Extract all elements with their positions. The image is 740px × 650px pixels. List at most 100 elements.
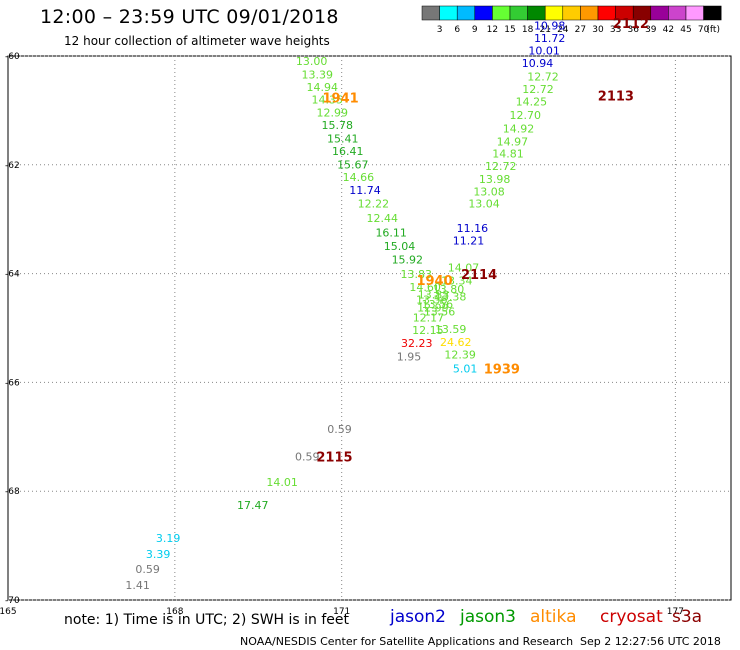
colorbar-label: 24 [557, 25, 569, 35]
legend-jason3: jason3 [460, 607, 516, 627]
wave-height-label: 12.44 [367, 212, 399, 225]
footer-note: note: 1) Time is in UTC; 2) SWH is in fe… [64, 612, 350, 628]
wave-height-label: 13.39 [301, 68, 333, 81]
wave-height-label: 13.00 [296, 55, 328, 68]
colorbar-label: 36 [627, 25, 639, 35]
colorbar-label: 6 [454, 25, 460, 35]
colorbar-swatch [456, 5, 476, 21]
pass-time-label: 2115 [316, 450, 352, 465]
wave-height-label: 13.56 [424, 306, 456, 319]
wave-height-label: 11.21 [453, 234, 485, 247]
pass-time-label: 2114 [461, 268, 497, 283]
wave-height-label: 13.83 [400, 268, 432, 281]
colorbar-label: 45 [680, 25, 691, 35]
wave-height-label: 12.99 [316, 107, 348, 120]
wave-height-label: 11.72 [534, 32, 566, 45]
wave-height-label: 14.97 [497, 135, 529, 148]
x-tick-label: 177 [667, 607, 684, 617]
chart-title: 12:00 – 23:59 UTC 09/01/2018 [40, 6, 339, 28]
colorbar-swatch [421, 5, 440, 21]
wave-height-label: 13.98 [479, 173, 511, 186]
grid-lines [8, 55, 731, 601]
colorbar-swatch [544, 5, 564, 21]
x-tick-label: 165 [0, 607, 17, 617]
y-tick-label: -70 [5, 596, 20, 606]
wave-height-label: 13.08 [473, 185, 505, 198]
wave-height-label: 14.81 [492, 147, 524, 160]
wave-height-label: 14.01 [266, 476, 298, 489]
colorbar-swatch [492, 5, 511, 21]
legend-cryosat: cryosat [600, 607, 663, 627]
pass-time-label: 2113 [598, 90, 634, 105]
wave-height-label: 13.80 [433, 283, 465, 296]
pass-time-label: 1940 [416, 274, 452, 289]
wave-height-label: 14.92 [503, 122, 535, 135]
wave-height-label: 14.66 [343, 171, 375, 184]
colorbar: 3 6 9 12 15 18 21 24 27 30 33 36 39 42 45 70(ft) [421, 5, 722, 35]
y-tick-label: -64 [5, 270, 20, 280]
colorbar-unit: (ft) [706, 25, 720, 35]
colorbar-swatch [527, 5, 546, 21]
x-tick-label: 171 [333, 607, 350, 617]
wave-height-label: 12.72 [485, 160, 517, 173]
wave-height-label: 13.56 [416, 294, 448, 307]
wave-height-label: 14.07 [448, 262, 480, 275]
wave-height-label: 13.04 [468, 197, 500, 210]
colorbar-swatch [668, 5, 687, 21]
pass-time-label: 2112 [613, 17, 649, 32]
wave-height-label: 0.59 [135, 563, 160, 576]
wave-height-label: 12.99 [417, 301, 449, 314]
colorbar-label: 33 [610, 25, 621, 35]
colorbar-label: 15 [504, 25, 515, 35]
wave-height-label: 0.59 [295, 450, 320, 463]
wave-height-label: 12.15 [412, 324, 444, 337]
wave-height-label: 13.83 [418, 288, 450, 301]
wave-height-label: 14.94 [306, 81, 338, 94]
colorbar-swatch [439, 5, 458, 21]
y-tick-label: -66 [5, 378, 20, 388]
wave-height-label: 3.39 [146, 548, 171, 561]
wave-height-label: 14.60 [409, 281, 441, 294]
colorbar-label: 9 [472, 25, 478, 35]
pass-time-label: 1941 [322, 91, 358, 106]
colorbar-label: 70 [698, 25, 710, 35]
wave-height-label: 1.95 [397, 350, 422, 363]
wave-height-label: 0.59 [327, 423, 352, 436]
footer-credit: NOAA/NESDIS Center for Satellite Applica… [240, 635, 574, 648]
legend-s3a: s3a [672, 607, 703, 627]
wave-height-label: 13.59 [435, 323, 467, 336]
wave-height-label: 12.72 [527, 71, 559, 84]
wave-height-label: 15.04 [384, 240, 416, 253]
wave-height-label: 12.17 [413, 312, 445, 325]
colorbar-label: 30 [592, 25, 604, 35]
colorbar-swatch [685, 5, 704, 21]
wave-height-label: 14.25 [516, 96, 548, 109]
colorbar-swatch [562, 5, 581, 21]
colorbar-label: 39 [645, 25, 657, 35]
wave-height-label: 17.47 [237, 499, 269, 512]
y-tick-label: -60 [5, 52, 20, 62]
wave-height-label: 13.56 [422, 298, 454, 311]
y-tick-label: -62 [5, 161, 20, 171]
wave-height-label: 32.23 [401, 337, 433, 350]
pass-time-label: 1939 [484, 362, 520, 377]
wave-height-label: 16.41 [332, 145, 364, 158]
wave-height-label: 12.22 [358, 197, 390, 210]
colorbar-label: 27 [575, 25, 586, 35]
colorbar-label: 42 [663, 25, 674, 35]
plot-frame [7, 55, 732, 601]
wave-height-label: 10.94 [522, 57, 554, 70]
time-labels: 1941 2112 2113 1940 2114 1939 2115 [316, 17, 649, 466]
wave-height-label: 24.62 [440, 336, 472, 349]
data-labels: 13.0013.3914.9414.3512.9915.7815.4116.41… [125, 20, 565, 592]
chart-subtitle: 12 hour collection of altimeter wave hei… [64, 34, 330, 48]
wave-height-label: 13.38 [435, 290, 467, 303]
wave-height-label: 11.74 [349, 184, 381, 197]
colorbar-swatch [650, 5, 669, 21]
colorbar-swatch [509, 5, 528, 21]
legend-altika: altika [530, 607, 577, 627]
colorbar-label: 3 [437, 25, 443, 35]
x-tick-label: 168 [166, 607, 183, 617]
